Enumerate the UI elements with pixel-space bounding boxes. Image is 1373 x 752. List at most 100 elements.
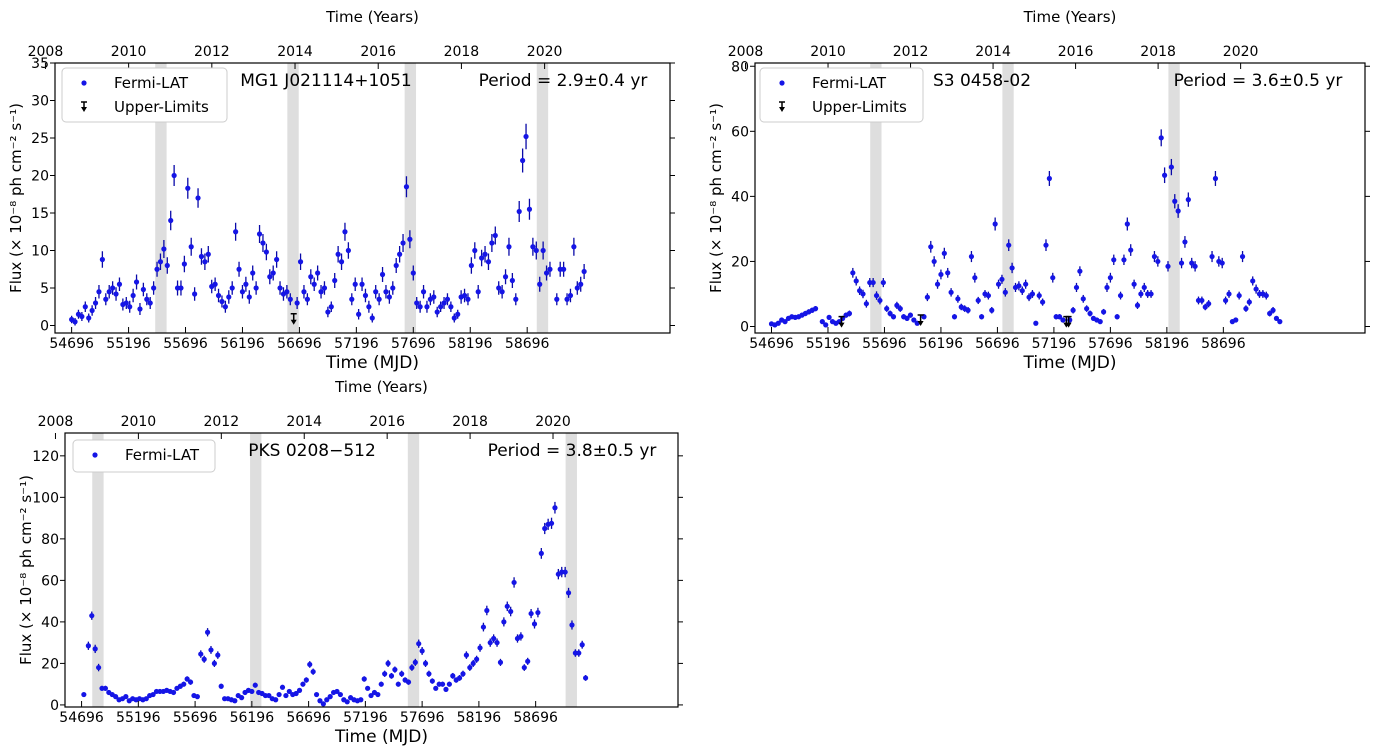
data-point [502, 274, 509, 280]
top-tick-label: 2020 [1223, 44, 1259, 60]
data-point [113, 291, 119, 297]
data-point [1128, 247, 1134, 253]
data-point [894, 302, 900, 308]
x-axis-title: Time (MJD) [334, 727, 428, 747]
data-point [468, 262, 474, 269]
data-point [140, 286, 146, 293]
data-point [359, 281, 365, 287]
x-tick-label: 55196 [806, 336, 851, 352]
data-point [989, 307, 995, 313]
y-tick-label: 60 [41, 573, 59, 589]
data-point [494, 640, 500, 646]
data-point [492, 232, 498, 239]
data-point [578, 281, 584, 287]
data-point [317, 698, 323, 704]
data-point [419, 648, 425, 654]
data-point [562, 569, 568, 575]
data-point [328, 304, 334, 310]
y-axis-title: Flux (× 10⁻⁸ ph cm⁻² s⁻¹) [7, 103, 25, 293]
legend-box [72, 439, 216, 473]
data-point [198, 651, 204, 657]
data-point [382, 671, 388, 677]
data-point [304, 296, 310, 302]
data-point [907, 312, 914, 318]
data-point [1006, 242, 1012, 248]
period-band [250, 433, 262, 707]
data-point [884, 306, 890, 312]
data-point [422, 660, 429, 667]
data-point [1033, 320, 1039, 326]
data-point [860, 291, 866, 297]
data-point [911, 317, 917, 323]
data-point [215, 292, 222, 299]
x-axis-title: Time (MJD) [325, 353, 419, 373]
data-point [1162, 172, 1168, 178]
period-band [870, 63, 882, 333]
data-point [276, 691, 282, 698]
period-band [404, 63, 417, 333]
data-point [775, 320, 781, 326]
x-tick-label: 57696 [1088, 336, 1133, 352]
data-point [106, 289, 112, 295]
data-point [103, 296, 109, 302]
x-tick-label: 57696 [400, 710, 445, 726]
top-tick-label: 2008 [728, 44, 764, 60]
data-point [102, 685, 109, 691]
data-point [1270, 307, 1276, 313]
data-point [218, 683, 224, 689]
data-point [256, 231, 263, 237]
data-point [880, 279, 886, 286]
x-tick-label: 57196 [343, 710, 388, 726]
data-point [293, 690, 299, 697]
upper-limit-marker [917, 314, 924, 326]
upper-limit-arrow [917, 320, 924, 326]
data-point [1273, 315, 1280, 321]
data-point [530, 244, 536, 250]
data-point [1263, 292, 1269, 299]
data-point [1016, 283, 1022, 289]
panel-bottom-left: 54696 55196 55696 56196 56696 57196 57696 58196… [17, 378, 683, 747]
data-point [548, 520, 555, 526]
top-tick-label: 2014 [286, 414, 322, 430]
data-point [1223, 297, 1229, 304]
data-point [86, 315, 92, 321]
data-point [390, 285, 396, 291]
data-point [819, 319, 825, 325]
data-point [1138, 291, 1144, 297]
data-point [890, 314, 897, 320]
data-point [1209, 253, 1215, 260]
data-point [491, 635, 497, 642]
data-point [171, 172, 177, 179]
upper-limit-arrow [290, 319, 297, 325]
data-point [1233, 317, 1239, 323]
y-axis-title: Flux (× 10⁻⁸ ph cm⁻² s⁻¹) [17, 475, 35, 665]
x-axis-title: Time (MJD) [1022, 353, 1116, 373]
data-point [1243, 306, 1249, 312]
data-point [576, 650, 582, 656]
data-point [509, 277, 515, 284]
data-point [474, 656, 480, 662]
upper-limit-marker [838, 315, 845, 328]
data-point [123, 694, 129, 700]
data-point [362, 292, 369, 299]
source-name: PKS 0208−512 [248, 441, 376, 461]
data-point [552, 505, 558, 511]
data-point [303, 677, 309, 683]
data-point [999, 276, 1005, 282]
data-point [1267, 310, 1273, 317]
data-point [164, 262, 170, 269]
data-point [1077, 268, 1083, 274]
data-point [972, 275, 978, 281]
data-point [995, 281, 1002, 287]
data-point [485, 259, 492, 265]
data-point [143, 696, 149, 702]
data-point [1151, 253, 1158, 260]
data-point [1246, 299, 1252, 305]
data-point [361, 676, 367, 682]
data-point [934, 281, 941, 287]
data-point [324, 697, 330, 703]
top-tick-label: 2018 [444, 44, 480, 60]
data-point [531, 621, 538, 627]
data-point [968, 253, 975, 260]
